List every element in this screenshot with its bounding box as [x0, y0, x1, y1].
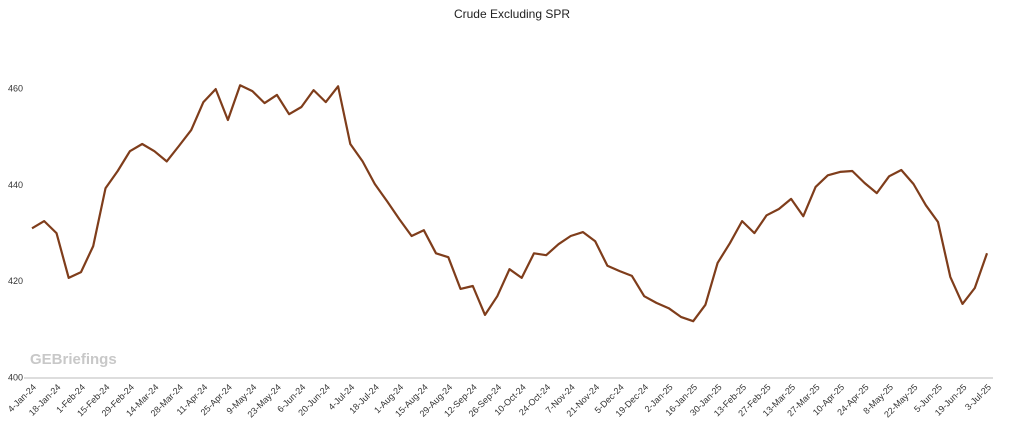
y-tick-label: 400	[8, 372, 23, 382]
chart-title: Crude Excluding SPR	[454, 7, 570, 21]
y-tick-label: 420	[8, 276, 23, 286]
y-tick-label: 460	[8, 84, 23, 94]
y-tick-label: 440	[8, 180, 23, 190]
data-line	[31, 84, 989, 323]
x-tick-label: 3-Jul-25	[963, 382, 993, 412]
watermark: GEBriefings	[30, 351, 117, 368]
